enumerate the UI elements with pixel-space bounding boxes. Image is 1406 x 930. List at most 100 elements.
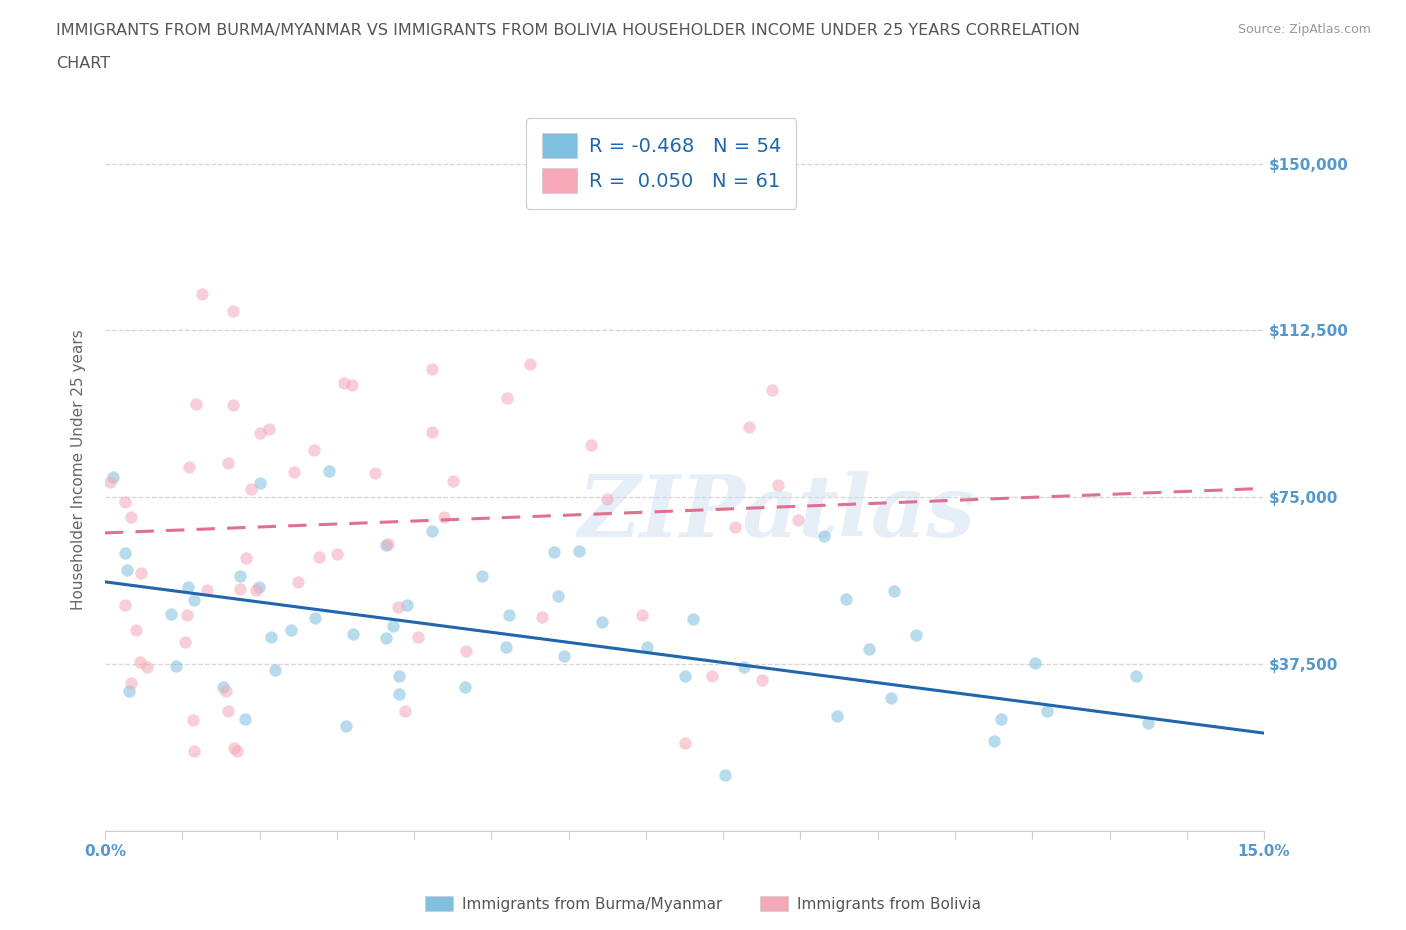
Point [375, 538, 398, 552]
Point [673, 669, 696, 684]
Point [101, 470, 124, 485]
Text: IMMIGRANTS FROM BURMA/MYANMAR VS IMMIGRANTS FROM BOLIVIA HOUSEHOLDER INCOME UNDE: IMMIGRANTS FROM BURMA/MYANMAR VS IMMIGRA… [56, 23, 1080, 38]
Point [235, 551, 257, 566]
Point [883, 584, 905, 599]
Point [114, 597, 136, 612]
Point [673, 736, 696, 751]
Point [381, 618, 404, 633]
Point [239, 482, 262, 497]
Point [495, 640, 517, 655]
Point [280, 623, 302, 638]
Point [249, 579, 271, 594]
Point [441, 473, 464, 488]
Point [596, 492, 619, 507]
Legend: R = -0.468   N = 54, R =  0.050   N = 61: R = -0.468 N = 54, R = 0.050 N = 61 [526, 118, 796, 208]
Point [249, 476, 271, 491]
Point [308, 550, 330, 565]
Point [983, 734, 1005, 749]
Point [304, 443, 326, 458]
Point [496, 391, 519, 405]
Point [420, 362, 443, 377]
Point [377, 537, 399, 551]
Point [636, 640, 658, 655]
Point [176, 607, 198, 622]
Point [454, 644, 477, 659]
Point [129, 565, 152, 580]
Point [568, 544, 591, 559]
Point [224, 741, 246, 756]
Point [682, 612, 704, 627]
Point [114, 495, 136, 510]
Point [259, 422, 281, 437]
Point [813, 529, 835, 544]
Point [326, 547, 349, 562]
Point [229, 568, 252, 583]
Legend: Immigrants from Burma/Myanmar, Immigrants from Bolivia: Immigrants from Burma/Myanmar, Immigrant… [419, 889, 987, 918]
Point [905, 628, 928, 643]
Point [454, 680, 477, 695]
Point [233, 711, 256, 726]
Point [98, 474, 121, 489]
Point [388, 669, 411, 684]
Point [1125, 669, 1147, 684]
Point [226, 743, 249, 758]
Point [181, 712, 204, 727]
Point [177, 579, 200, 594]
Point [173, 634, 195, 649]
Point [420, 524, 443, 538]
Point [396, 598, 419, 613]
Point [375, 631, 398, 645]
Point [733, 659, 755, 674]
Point [724, 519, 747, 534]
Point [761, 382, 783, 397]
Point [432, 510, 454, 525]
Point [880, 691, 903, 706]
Text: CHART: CHART [56, 56, 110, 71]
Point [406, 629, 429, 644]
Point [531, 610, 554, 625]
Point [751, 672, 773, 687]
Point [222, 304, 245, 319]
Point [547, 589, 569, 604]
Text: ZIPatlas: ZIPatlas [578, 472, 976, 554]
Point [263, 662, 285, 677]
Point [335, 719, 357, 734]
Point [581, 437, 603, 452]
Point [117, 563, 139, 578]
Point [183, 592, 205, 607]
Point [183, 743, 205, 758]
Point [136, 659, 159, 674]
Point [519, 357, 541, 372]
Point [124, 623, 146, 638]
Point [191, 286, 214, 301]
Point [387, 686, 409, 701]
Point [222, 397, 245, 412]
Point [420, 425, 443, 440]
Point [120, 510, 142, 525]
Point [738, 419, 761, 434]
Point [786, 512, 808, 527]
Point [249, 426, 271, 441]
Point [825, 708, 848, 723]
Point [120, 675, 142, 690]
Point [165, 658, 187, 673]
Point [160, 606, 183, 621]
Point [128, 655, 150, 670]
Point [333, 376, 356, 391]
Point [1036, 704, 1059, 719]
Point [340, 378, 363, 392]
Point [1024, 656, 1046, 671]
Point [217, 456, 239, 471]
Point [184, 396, 207, 411]
Point [195, 583, 218, 598]
Point [217, 704, 239, 719]
Point [631, 607, 654, 622]
Point [387, 599, 409, 614]
Y-axis label: Householder Income Under 25 years: Householder Income Under 25 years [72, 329, 86, 610]
Point [858, 642, 880, 657]
Point [543, 544, 565, 559]
Point [471, 568, 494, 583]
Point [117, 684, 139, 698]
Point [498, 607, 520, 622]
Point [304, 610, 326, 625]
